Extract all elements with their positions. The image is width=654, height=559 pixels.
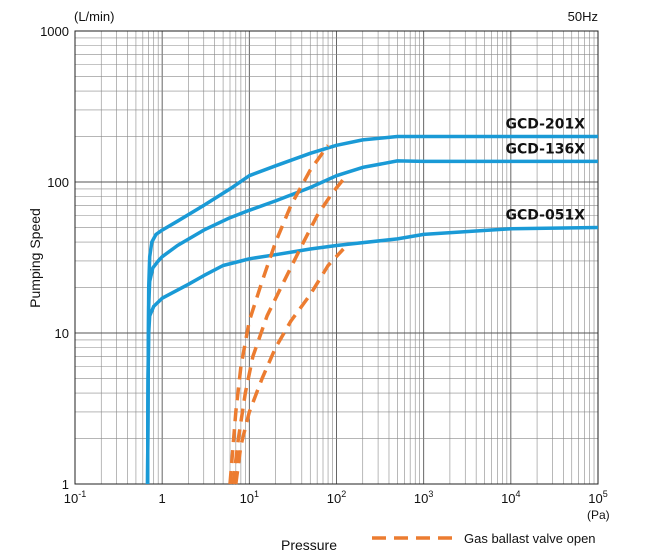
series-label-gcd-201x: GCD-201X <box>506 117 586 133</box>
legend: Gas ballast valve open <box>372 531 596 546</box>
series-label-gcd-136x: GCD-136X <box>506 141 586 157</box>
series-line-gcd-051x <box>145 225 599 485</box>
series-group <box>145 134 599 485</box>
x-tick-label: 10-1 <box>64 489 86 506</box>
plot-area-frame <box>74 30 599 485</box>
series-line-gcd-136x <box>145 159 598 485</box>
frequency-note: 50Hz <box>568 9 598 24</box>
x-tick-label: 101 <box>240 489 259 506</box>
x-tick-label: 103 <box>414 489 433 506</box>
y-axis-unit: (L/min) <box>74 9 114 24</box>
y-tick-label: 1000 <box>40 24 69 39</box>
series-line-gas-ballast-5 <box>234 247 345 485</box>
x-tick-label: 1 <box>159 491 166 506</box>
series-labels: GCD-201X GCD-136X GCD-051X <box>506 117 586 224</box>
y-axis-label: Pumping Speed <box>27 208 43 308</box>
series-label-gcd-051x: GCD-051X <box>506 207 586 223</box>
x-tick-label: 104 <box>501 489 520 506</box>
series-line-gcd-201x <box>145 134 598 485</box>
series-line-gas-ballast-4 <box>231 174 348 485</box>
grid <box>75 31 598 484</box>
legend-label: Gas ballast valve open <box>464 531 596 546</box>
x-tick-label: 105 <box>588 489 607 506</box>
x-axis-unit: (Pa) <box>587 508 610 522</box>
series-line-gas-ballast-valve-open <box>228 144 330 485</box>
x-tick-label: 102 <box>327 489 346 506</box>
y-tick-label: 100 <box>47 175 69 190</box>
x-axis-label: Pressure <box>281 537 337 553</box>
y-tick-label: 10 <box>55 326 69 341</box>
y-tick-label: 1 <box>62 477 69 492</box>
